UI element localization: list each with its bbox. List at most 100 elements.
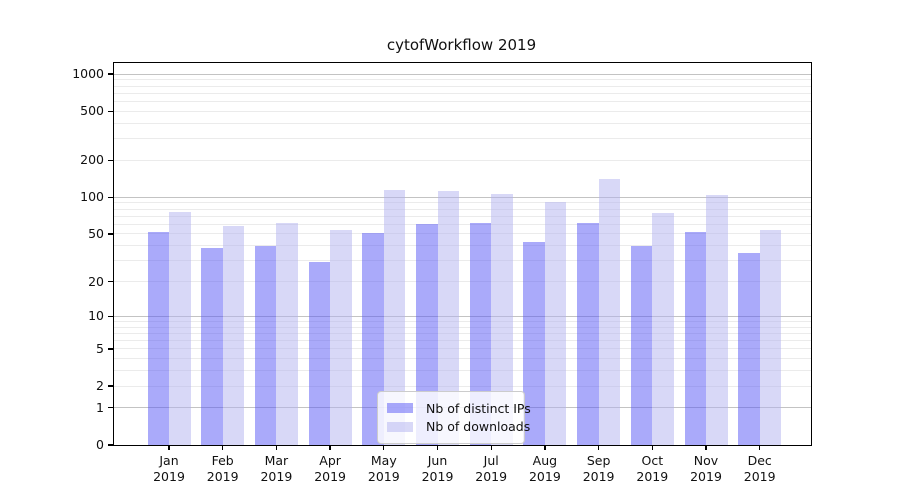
bar-downloads — [544, 201, 567, 445]
bar-distinct-ips — [577, 222, 599, 445]
x-tick-mark — [275, 445, 278, 450]
minor-gridline — [114, 202, 811, 204]
y-tick-mark — [107, 407, 113, 409]
minor-gridline — [114, 260, 811, 262]
minor-gridline — [114, 223, 811, 225]
bar-distinct-ips — [684, 231, 706, 445]
x-tick-month: May — [370, 453, 397, 468]
bar-distinct-ips — [630, 245, 653, 445]
y-tick-label: 100 — [80, 189, 104, 205]
x-tick-label: Aug 2019 — [517, 453, 573, 484]
x-tick-label: Mar 2019 — [248, 453, 304, 484]
minor-gridline — [114, 92, 811, 94]
x-tick-label: Jun 2019 — [410, 453, 466, 484]
y-tick-mark — [107, 73, 113, 75]
y-tick-label: 5 — [96, 340, 104, 356]
y-tick-mark — [107, 348, 113, 350]
x-tick-month: Feb — [211, 453, 234, 468]
x-tick-year: 2019 — [421, 468, 454, 484]
x-tick-month: Jul — [483, 453, 499, 468]
x-tick-label: Jul 2019 — [463, 453, 519, 484]
bar-distinct-ips — [201, 248, 223, 445]
legend-label: Nb of distinct IPs — [426, 400, 531, 416]
bar-downloads — [706, 194, 728, 445]
legend: Nb of distinct IPs Nb of downloads — [377, 391, 531, 444]
y-tick-label: 10 — [88, 308, 104, 324]
minor-gridline — [114, 110, 811, 112]
x-tick-year: 2019 — [636, 468, 669, 484]
minor-gridline — [114, 281, 811, 283]
bar-downloads — [759, 229, 782, 445]
bar-distinct-ips — [147, 231, 169, 445]
major-gridline — [114, 196, 811, 198]
major-gridline — [114, 315, 811, 317]
y-tick-mark — [107, 444, 113, 446]
legend-swatch — [387, 421, 413, 432]
minor-gridline — [114, 348, 811, 350]
axis-layer: 0 1 2 5 10 20 50 100 200 500 1000 Jan 2019 Feb 2019 Mar… — [72, 63, 811, 483]
minor-gridline — [114, 370, 811, 372]
bar-downloads — [652, 213, 674, 445]
bar-downloads — [222, 226, 245, 445]
bar-distinct-ips — [308, 262, 331, 445]
minor-gridline — [114, 122, 811, 124]
y-tick-label: 1 — [96, 399, 104, 415]
x-tick-mark — [490, 445, 492, 450]
x-tick-mark — [436, 445, 439, 450]
y-tick-mark — [107, 280, 113, 283]
minor-gridline — [114, 159, 811, 161]
minor-gridline — [114, 326, 811, 328]
bar-distinct-ips — [738, 252, 760, 445]
x-tick-year: 2019 — [743, 468, 776, 484]
x-tick-year: 2019 — [367, 468, 400, 484]
x-tick-year: 2019 — [528, 468, 561, 484]
y-tick-label: 200 — [80, 152, 104, 168]
legend-label: Nb of downloads — [426, 419, 531, 434]
minor-gridline — [114, 358, 811, 360]
minor-gridline — [114, 208, 811, 210]
y-tick-mark — [107, 385, 113, 387]
x-tick-year: 2019 — [260, 468, 293, 484]
x-tick-month: Oct — [641, 453, 664, 468]
x-tick-month: Jan — [159, 453, 179, 468]
minor-gridline — [114, 233, 811, 235]
y-tick-label: 500 — [80, 103, 104, 119]
x-tick-year: 2019 — [690, 468, 722, 484]
x-tick-year: 2019 — [475, 468, 508, 484]
y-tick-mark — [107, 110, 113, 112]
x-tick-month: Dec — [747, 453, 772, 468]
y-tick-label: 2 — [96, 378, 104, 394]
minor-gridline — [114, 138, 811, 140]
bar-downloads — [598, 179, 621, 445]
bar-distinct-ips — [523, 241, 545, 445]
minor-gridline — [114, 215, 811, 217]
y-tick-mark — [107, 196, 113, 198]
x-tick-mark — [651, 445, 653, 450]
x-tick-label: Jan 2019 — [141, 453, 197, 484]
y-tick-mark — [107, 159, 113, 161]
x-tick-month: Nov — [693, 453, 719, 468]
x-tick-month: Aug — [532, 453, 558, 468]
bar-downloads — [383, 189, 406, 445]
y-tick-label: 1000 — [72, 66, 104, 82]
chart-title: cytofWorkflow 2019 — [386, 36, 537, 54]
minor-gridline — [114, 245, 811, 247]
bar-distinct-ips — [469, 222, 492, 445]
minor-gridline — [114, 79, 811, 81]
x-tick-mark — [168, 445, 170, 450]
x-tick-mark — [759, 445, 761, 450]
legend-swatch — [387, 403, 413, 413]
x-tick-mark — [222, 445, 224, 450]
x-tick-label: Feb 2019 — [195, 453, 251, 484]
y-tick-label: 50 — [88, 225, 104, 241]
legend-item: Nb of downloads — [387, 418, 530, 435]
x-tick-mark — [597, 445, 600, 450]
bar-distinct-ips — [416, 224, 438, 445]
minor-gridline — [114, 320, 811, 322]
x-tick-label: May 2019 — [356, 453, 412, 484]
x-tick-mark — [383, 445, 385, 450]
major-gridline — [114, 73, 811, 75]
x-tick-year: 2019 — [206, 468, 239, 484]
minor-gridline — [114, 385, 811, 387]
